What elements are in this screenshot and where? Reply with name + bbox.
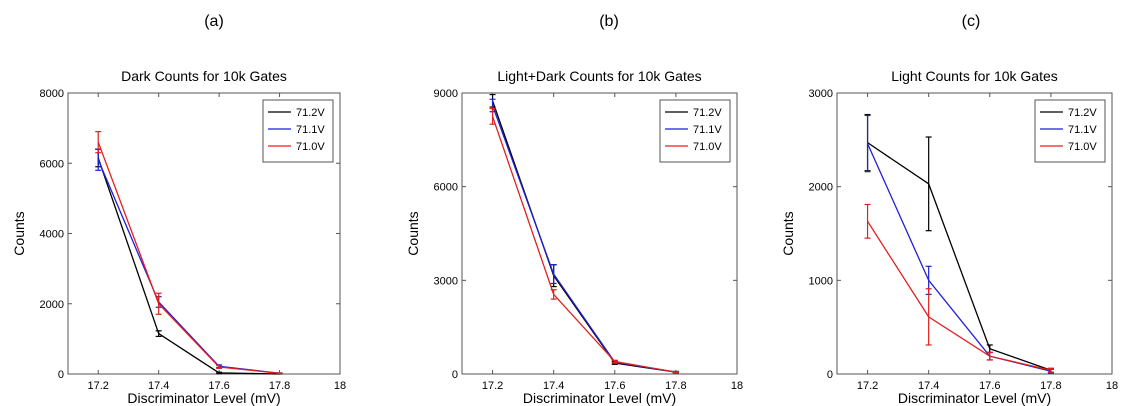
- legend-label: 71.1V: [296, 124, 325, 136]
- plot-frame: [836, 92, 1113, 375]
- legend-label: 71.1V: [693, 124, 722, 136]
- y-tick-label: 1000: [809, 275, 833, 287]
- x-axis-label: Discriminator Level (mV): [523, 390, 676, 406]
- panel-label-c: (c): [961, 13, 981, 30]
- y-tick-label: 2000: [40, 299, 64, 311]
- x-tick-label: 17.6: [979, 380, 1000, 392]
- plot-frame: [461, 92, 738, 375]
- chart-panel-1: 17.2 17.4 17.6 17.8 18 0 3000 6000 9000 Light+Dar…: [405, 68, 743, 406]
- x-tick-label: 17.8: [1040, 380, 1061, 392]
- y-tick-label: 9000: [434, 88, 458, 100]
- chart-panel-0: 17.2 17.4 17.6 17.8 18 0 2000 4000 6000 8000 Dark …: [11, 68, 346, 406]
- y-tick-label: 0: [452, 369, 458, 381]
- chart-title: Light Counts for 10k Gates: [891, 68, 1058, 84]
- series-line-71-2V: [491, 100, 676, 373]
- y-tick-label: 2000: [809, 182, 833, 194]
- x-tick-label: 18: [334, 380, 346, 392]
- chart-panel-2: 17.2 17.4 17.6 17.8 18 0 1000 2000 3000 Light Cou…: [780, 68, 1118, 406]
- legend: 71.2V 71.1V 71.0V: [262, 99, 334, 163]
- x-tick-label: 18: [731, 380, 743, 392]
- legend-label: 71.2V: [1068, 107, 1097, 119]
- x-tick-label: 17.2: [88, 380, 109, 392]
- y-tick-label: 8000: [40, 88, 64, 100]
- legend-label: 71.2V: [693, 107, 722, 119]
- y-tick-label: 4000: [40, 229, 64, 241]
- series-line-71-1V: [97, 159, 280, 374]
- x-axis-label: Discriminator Level (mV): [898, 390, 1051, 406]
- series-line-71-1V: [491, 105, 676, 373]
- x-tick-label: 17.2: [482, 380, 503, 392]
- y-axis-label: Counts: [405, 211, 421, 255]
- legend: 71.2V 71.1V 71.0V: [1034, 99, 1106, 163]
- y-axis-label: Counts: [11, 211, 27, 255]
- panel-label-b: (b): [599, 13, 619, 30]
- legend-label: 71.2V: [296, 107, 325, 119]
- y-tick-label: 6000: [434, 182, 458, 194]
- y-tick-label: 6000: [40, 158, 64, 170]
- legend-label: 71.0V: [693, 141, 722, 153]
- legend: 71.2V 71.1V 71.0V: [659, 99, 731, 163]
- legend-label: 71.1V: [1068, 124, 1097, 136]
- chart-title: Light+Dark Counts for 10k Gates: [497, 68, 701, 84]
- chart-title: Dark Counts for 10k Gates: [121, 68, 287, 84]
- panel-label-a: (a): [204, 13, 224, 30]
- legend-box: [1034, 99, 1106, 163]
- x-tick-label: 18: [1106, 380, 1118, 392]
- series-line-71-0V: [491, 116, 677, 373]
- legend-label: 71.0V: [296, 141, 325, 153]
- x-tick-label: 17.2: [857, 380, 878, 392]
- legend-box: [659, 99, 731, 163]
- x-tick-label: 17.4: [148, 380, 169, 392]
- y-tick-label: 0: [827, 369, 833, 381]
- legend-box: [262, 99, 334, 163]
- series-line-71-2V: [97, 157, 280, 375]
- y-axis-label: Counts: [780, 211, 796, 255]
- x-tick-label: 17.6: [208, 380, 229, 392]
- y-tick-label: 3000: [434, 275, 458, 287]
- series-line-71-2V: [867, 142, 1052, 371]
- series-line-71-0V: [867, 220, 1052, 371]
- y-tick-label: 3000: [809, 88, 833, 100]
- x-tick-label: 17.4: [543, 380, 564, 392]
- x-tick-label: 17.4: [918, 380, 939, 392]
- x-axis-label: Discriminator Level (mV): [127, 390, 280, 406]
- legend-label: 71.0V: [1068, 141, 1097, 153]
- y-tick-label: 0: [58, 369, 64, 381]
- x-tick-label: 17.8: [665, 380, 686, 392]
- series-line-71-0V: [97, 141, 280, 374]
- x-tick-label: 17.6: [604, 380, 625, 392]
- x-tick-label: 17.8: [269, 380, 290, 392]
